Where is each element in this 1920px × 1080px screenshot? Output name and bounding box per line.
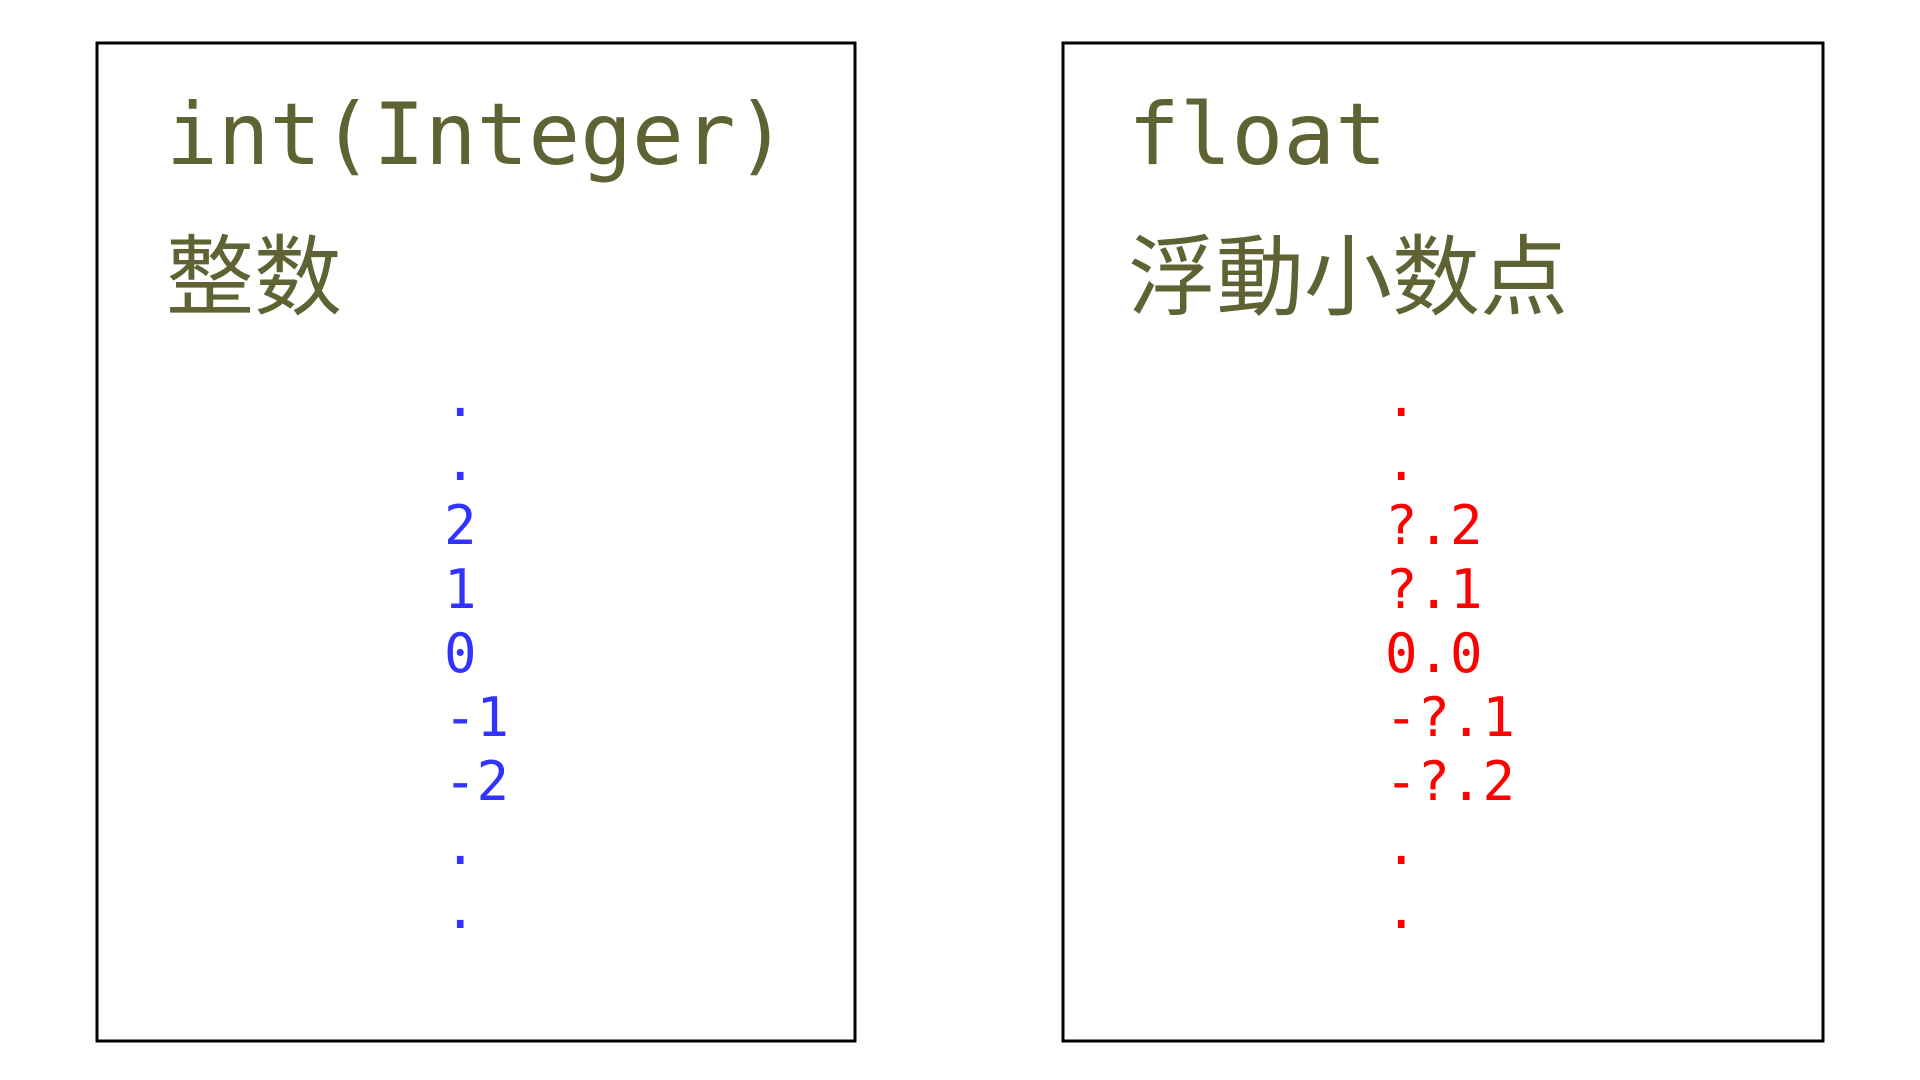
value-example: . — [1385, 878, 1418, 941]
panel-title: int(Integer) — [166, 85, 787, 185]
panel-subtitle: 浮動小数点 — [1128, 226, 1568, 329]
value-example: 0.0 — [1385, 622, 1483, 685]
value-example: 2 — [444, 494, 477, 557]
value-example: . — [1385, 430, 1418, 493]
float-panel-box — [1061, 41, 1825, 1043]
value-example: . — [444, 366, 477, 429]
value-example: -2 — [444, 750, 509, 813]
value-example: 1 — [444, 558, 477, 621]
value-example: . — [1385, 366, 1418, 429]
panel-subtitle: 整数 — [166, 226, 342, 329]
int-panel-box — [95, 41, 857, 1043]
value-example: 0 — [444, 622, 477, 685]
value-example: -1 — [444, 686, 509, 749]
value-example: . — [1385, 814, 1418, 877]
value-example: . — [444, 878, 477, 941]
value-example: ?.2 — [1385, 494, 1483, 557]
value-example: -?.1 — [1385, 686, 1515, 749]
value-example: . — [444, 430, 477, 493]
value-example: ?.1 — [1385, 558, 1483, 621]
panel-title: float — [1128, 85, 1387, 185]
value-example: . — [444, 814, 477, 877]
value-example: -?.2 — [1385, 750, 1515, 813]
